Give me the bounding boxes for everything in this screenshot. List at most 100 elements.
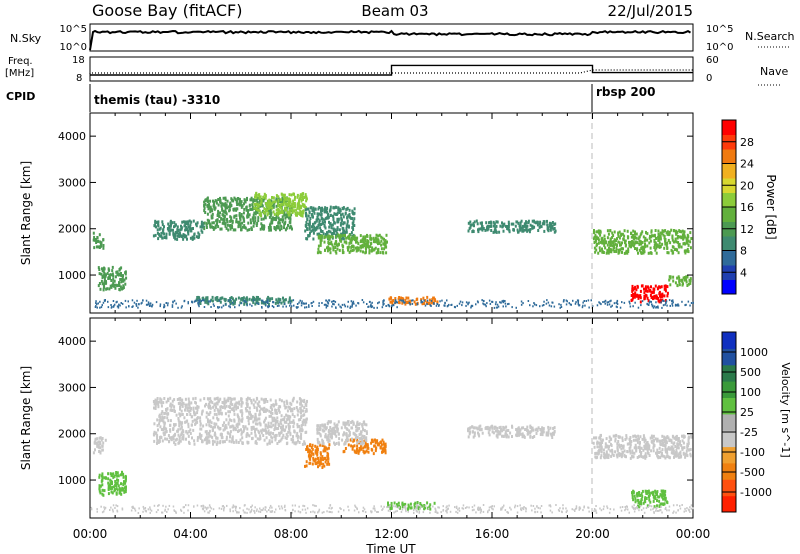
echo-cell	[516, 427, 519, 431]
echo-cell	[209, 434, 212, 438]
echo-cell	[239, 438, 242, 442]
echo-cell	[233, 397, 236, 401]
echo-cell	[215, 422, 218, 426]
echo-cell	[614, 450, 617, 454]
echo-cell	[245, 296, 248, 300]
echo-cell	[642, 235, 645, 239]
echo-cell	[414, 501, 417, 505]
echo-cell	[312, 456, 315, 460]
echo-cell	[291, 409, 294, 413]
echo-cell	[641, 241, 644, 244]
echo-cell	[226, 199, 229, 203]
echo-cell	[128, 305, 130, 308]
echo-cell	[235, 440, 238, 444]
echo-cell	[347, 438, 350, 442]
echo-cell	[218, 306, 221, 309]
echo-cell	[186, 407, 189, 411]
echo-cell	[202, 299, 204, 302]
echo-cell	[664, 441, 667, 445]
echo-cell	[176, 234, 179, 238]
echo-cell	[101, 437, 104, 440]
echo-cell	[599, 240, 602, 244]
echo-cell	[229, 433, 232, 437]
echo-cell	[170, 221, 173, 225]
echo-cell	[209, 410, 212, 414]
echo-cell	[238, 197, 241, 201]
echo-cell	[190, 220, 193, 224]
echo-cell	[618, 454, 621, 458]
echo-cell	[533, 435, 536, 438]
echo-cell	[318, 212, 321, 216]
echo-cell	[363, 451, 366, 455]
echo-cell	[258, 196, 261, 200]
echo-cell	[550, 305, 553, 308]
echo-cell	[360, 447, 363, 451]
echo-cell	[99, 450, 102, 454]
echo-cell	[420, 299, 423, 302]
echo-cell	[186, 237, 188, 241]
echo-cell	[552, 431, 554, 435]
echo-cell	[321, 444, 324, 447]
echo-cell	[180, 423, 183, 427]
power-echo-layer	[92, 191, 694, 309]
echo-cell	[363, 441, 365, 445]
echo-cell	[212, 303, 215, 306]
echo-cell	[328, 439, 331, 443]
echo-cell	[241, 436, 244, 440]
echo-cell	[240, 302, 243, 305]
echo-cell	[674, 281, 677, 285]
nsky-tick-bottom: 10^0	[60, 42, 87, 53]
echo-cell	[537, 229, 540, 232]
echo-cell	[681, 447, 684, 451]
echo-cell	[644, 496, 647, 500]
echo-cell	[296, 213, 298, 217]
echo-cell	[257, 417, 260, 421]
echo-cell	[119, 285, 122, 289]
echo-cell	[173, 299, 176, 302]
echo-cell	[95, 245, 98, 249]
echo-cell	[429, 507, 432, 511]
echo-cell	[643, 287, 645, 291]
echo-cell	[206, 204, 209, 208]
echo-cell	[685, 239, 688, 243]
echo-cell	[300, 212, 303, 215]
echo-cell	[276, 305, 279, 307]
cpid-panel: CPID themis (tau) -3310 rbsp 200	[6, 84, 655, 112]
echo-cell	[330, 434, 333, 438]
echo-cell	[110, 279, 113, 282]
echo-cell	[229, 396, 232, 400]
echo-cell	[521, 224, 524, 228]
echo-cell	[109, 484, 112, 488]
echo-cell	[300, 399, 303, 403]
echo-cell	[339, 238, 341, 242]
echo-cell	[298, 207, 301, 211]
echo-cell	[326, 462, 329, 466]
echo-cell	[480, 227, 482, 231]
echo-cell	[409, 303, 411, 306]
echo-cell	[629, 449, 631, 453]
echo-cell	[358, 447, 361, 450]
echo-cell	[335, 229, 338, 233]
echo-cell	[156, 418, 159, 422]
echo-cell	[436, 303, 438, 305]
echo-cell	[162, 420, 165, 424]
echo-cell	[683, 230, 686, 234]
echo-cell	[240, 428, 242, 432]
echo-cell	[362, 235, 365, 239]
echo-cell	[599, 437, 602, 441]
echo-cell	[116, 488, 119, 492]
echo-cell	[656, 504, 658, 508]
echo-cell	[205, 423, 208, 427]
echo-cell	[294, 212, 297, 215]
echo-cell	[192, 219, 195, 223]
echo-cell	[127, 300, 129, 303]
echo-cell	[229, 205, 232, 209]
echo-cell	[606, 229, 609, 233]
echo-cell	[96, 444, 99, 448]
echo-cell	[472, 222, 475, 226]
echo-cell	[244, 226, 247, 230]
echo-cell	[614, 437, 617, 441]
echo-cell	[300, 213, 303, 217]
echo-cell	[678, 283, 681, 287]
echo-cell	[104, 300, 106, 302]
